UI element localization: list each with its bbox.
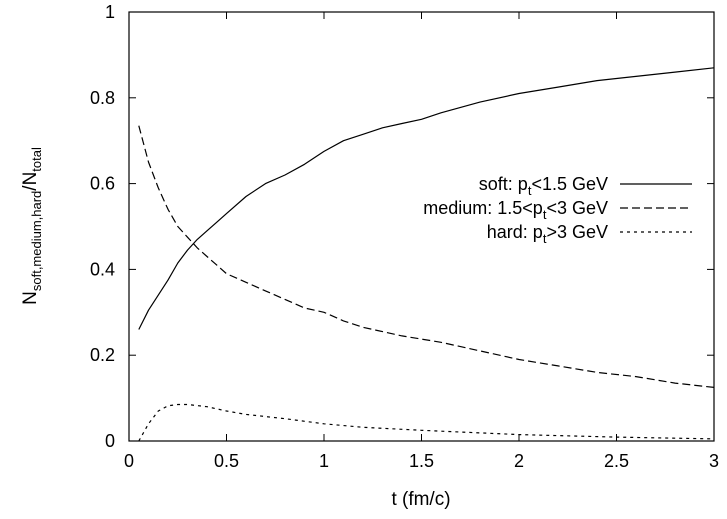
series-line-hard [138,403,715,442]
legend: soft: pt<1.5 GeV medium: 1.5<pt<3 GeV ha… [423,174,692,246]
series-lines [138,67,715,442]
y-tick-label: 0.6 [90,174,115,194]
y-tick-label: 1 [105,2,115,22]
svg-text:hard: pt>3 GeV: hard: pt>3 GeV [487,222,608,246]
x-tick-label: 1 [319,451,329,471]
x-tick-label: 1.5 [409,451,434,471]
tick-marks [128,11,715,442]
series-line-medium [138,125,715,388]
y-axis-title: Nsoft,medium,hard/Ntotal [20,147,44,305]
legend-entry-hard: hard: pt>3 GeV [487,222,692,246]
series-line-soft [138,67,715,330]
y-tick-labels: 0 0.2 0.4 0.6 0.8 1 [90,2,115,451]
x-tick-labels: 0 0.5 1 1.5 2 2.5 3 [124,451,719,471]
y-tick-label: 0.4 [90,259,115,279]
x-tick-label: 2 [514,451,524,471]
svg-text:soft: pt<1.5 GeV: soft: pt<1.5 GeV [479,174,608,198]
x-tick-label: 3 [709,451,719,471]
y-tick-label: 0.8 [90,88,115,108]
x-tick-label: 0 [124,451,134,471]
x-tick-label: 2.5 [604,451,629,471]
y-tick-label: 0.2 [90,345,115,365]
plot-frame [128,11,715,442]
x-axis-title: t (fm/c) [391,489,450,510]
legend-entry-medium: medium: 1.5<pt<3 GeV [423,198,692,222]
svg-text:medium: 1.5<pt<3 GeV: medium: 1.5<pt<3 GeV [423,198,608,222]
x-tick-label: 0.5 [214,451,239,471]
legend-entry-soft: soft: pt<1.5 GeV [479,174,692,198]
y-tick-label: 0 [105,431,115,451]
